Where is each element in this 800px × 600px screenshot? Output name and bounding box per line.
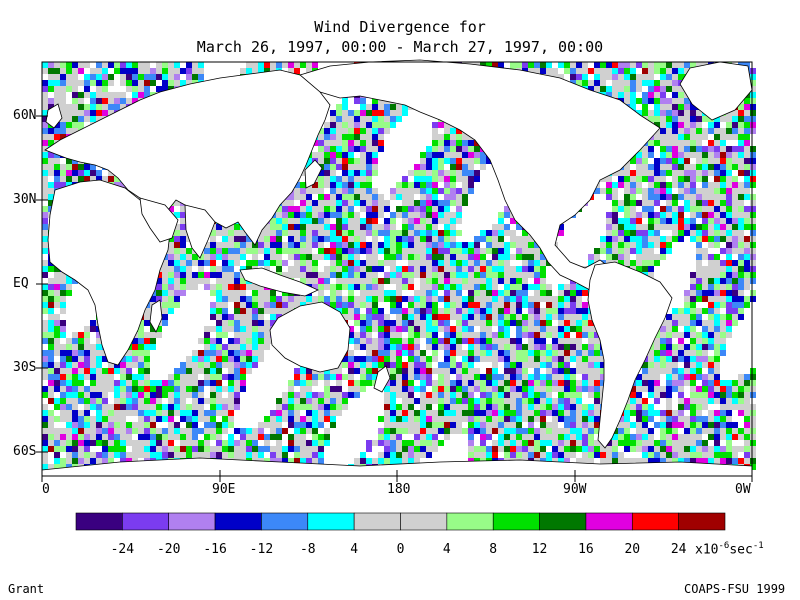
colorbar-swatch	[492, 512, 540, 531]
map-title-line2: March 26, 1997, 00:00 - March 27, 1997, …	[196, 38, 604, 56]
new-zealand-landmass	[373, 365, 391, 393]
colorbar-swatch	[75, 512, 123, 531]
south-america-landmass	[587, 261, 673, 449]
colorbar-swatch	[446, 512, 494, 531]
colorbar-tick-label: 12	[531, 542, 548, 557]
colorbar-swatch	[678, 512, 726, 531]
colorbar-tick-label: 20	[624, 542, 641, 557]
colorbar-tick-label: 8	[489, 542, 498, 557]
institution-credit: COAPS-FSU 1999	[684, 582, 786, 596]
colorbar-tick-label: -20	[156, 542, 181, 557]
india-landmass	[184, 204, 216, 259]
lon-label-90w: 90W	[563, 482, 587, 497]
lat-label-30n: 30N	[13, 192, 37, 207]
author-credit: Grant	[8, 582, 45, 596]
colorbar-tick-label: -16	[203, 542, 227, 557]
colorbar-swatch	[631, 512, 679, 531]
colorbar-swatch	[122, 512, 170, 531]
colorbar-tick-label: 4	[350, 542, 359, 557]
colorbar-unit-label: x10-6sec-1	[695, 541, 764, 558]
japan-landmass	[304, 159, 323, 189]
colorbar-tick-label: 4	[442, 542, 451, 557]
lon-label-0: 0	[42, 482, 50, 497]
arabia-landmass	[139, 197, 179, 243]
colorbar-swatch	[539, 512, 587, 531]
uk-landmass	[45, 103, 63, 129]
colorbar-tick-label: -12	[249, 542, 274, 557]
colorbar	[75, 512, 726, 531]
colorbar-swatch	[353, 512, 401, 531]
colorbar-swatch	[400, 512, 448, 531]
australia-landmass	[269, 301, 351, 373]
lat-label-60n: 60N	[13, 108, 37, 123]
colorbar-swatch	[261, 512, 309, 531]
lat-label-30s: 30S	[13, 360, 37, 375]
colorbar-swatch	[585, 512, 633, 531]
colorbar-tick-label: -24	[110, 542, 135, 557]
colorbar-tick-label: -8	[299, 542, 316, 557]
lon-label-90e: 90E	[212, 482, 236, 497]
greenland-landmass	[679, 61, 753, 121]
lat-label-eq: EQ	[13, 276, 29, 291]
colorbar-tick-label: 0	[396, 542, 405, 557]
map-title-line1: Wind Divergence for	[314, 18, 486, 36]
lat-label-60s: 60S	[13, 444, 37, 459]
colorbar-swatch	[168, 512, 216, 531]
colorbar-tick-label: 16	[578, 542, 594, 557]
colorbar-tick-label: 24	[670, 542, 687, 557]
lon-label-0w: 0W	[735, 482, 751, 497]
indonesia-landmass	[239, 267, 319, 297]
madagascar-landmass	[149, 299, 163, 333]
colorbar-swatch	[307, 512, 355, 531]
colorbar-swatch	[214, 512, 262, 531]
lon-label-180: 180	[387, 482, 411, 497]
